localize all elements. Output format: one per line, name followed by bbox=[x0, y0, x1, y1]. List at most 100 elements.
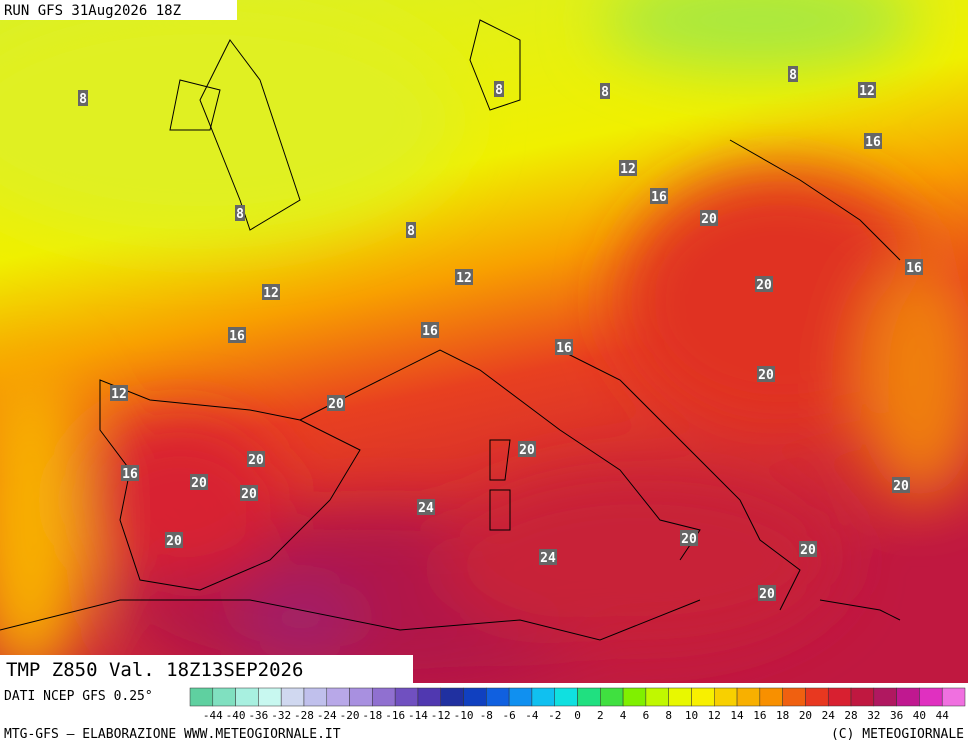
contour-label-box bbox=[262, 284, 280, 300]
scale-label: -6 bbox=[502, 709, 515, 722]
scale-label: 14 bbox=[730, 709, 744, 722]
color-swatch bbox=[349, 687, 373, 707]
contour-label-box bbox=[494, 81, 504, 97]
contour-label: 20 bbox=[701, 212, 717, 227]
coastlines bbox=[0, 19, 901, 641]
color-swatch bbox=[645, 687, 669, 707]
contour-label-box bbox=[555, 339, 573, 355]
scale-label: -32 bbox=[271, 709, 291, 722]
contour-label: 16 bbox=[865, 135, 881, 150]
scale-label: -14 bbox=[408, 709, 428, 722]
contour-label-box bbox=[240, 485, 258, 501]
contour-label: 16 bbox=[651, 190, 667, 205]
contour-label: 24 bbox=[418, 501, 434, 516]
contour-label-box bbox=[700, 210, 718, 226]
contour-label: 8 bbox=[236, 207, 244, 222]
contour-label-box bbox=[421, 322, 439, 338]
contour-label-box bbox=[680, 530, 698, 546]
field-box bbox=[0, 655, 413, 683]
scale-label: -16 bbox=[385, 709, 405, 722]
contour-label-box bbox=[247, 451, 265, 467]
scale-label: 6 bbox=[643, 709, 650, 722]
contour-label: 16 bbox=[229, 329, 245, 344]
color-swatch bbox=[554, 687, 578, 707]
scale-label: -10 bbox=[454, 709, 474, 722]
color-swatch bbox=[600, 687, 624, 707]
color-swatch bbox=[463, 687, 487, 707]
contour-label: 20 bbox=[893, 479, 909, 494]
color-swatch bbox=[372, 687, 396, 707]
scale-label: 8 bbox=[665, 709, 672, 722]
scale-label: 10 bbox=[685, 709, 698, 722]
contour-label: 8 bbox=[601, 85, 609, 100]
field-label: TMP Z850 Val. 18Z13SEP2026 bbox=[6, 659, 303, 681]
contour-label: 12 bbox=[456, 271, 472, 286]
color-swatch bbox=[919, 687, 943, 707]
contour-label: 16 bbox=[556, 341, 572, 356]
color-swatch bbox=[577, 687, 601, 707]
contour-label: 20 bbox=[241, 487, 257, 502]
color-swatch bbox=[280, 687, 305, 707]
scale-label: -18 bbox=[362, 709, 382, 722]
color-swatch bbox=[691, 687, 715, 707]
color-swatch bbox=[873, 687, 897, 707]
scale-label: 18 bbox=[776, 709, 789, 722]
contour-label-box bbox=[788, 66, 798, 82]
contour-label: 20 bbox=[800, 543, 816, 558]
color-swatch bbox=[303, 687, 328, 707]
scale-label: 20 bbox=[799, 709, 812, 722]
color-swatch bbox=[782, 687, 806, 707]
contour-label-box bbox=[799, 541, 817, 557]
contour-label-box bbox=[110, 385, 128, 401]
footer-left: MTG-GFS — ELABORAZIONE WWW.METEOGIORNALE… bbox=[4, 727, 341, 742]
scale-label: 0 bbox=[574, 709, 581, 722]
scale-label: -40 bbox=[226, 709, 246, 722]
contour-label: 12 bbox=[620, 162, 636, 177]
contour-label-box bbox=[864, 133, 882, 149]
scale-label: -12 bbox=[431, 709, 451, 722]
contour-label-box bbox=[858, 82, 876, 98]
scale-label: 40 bbox=[913, 709, 926, 722]
color-swatch bbox=[736, 687, 761, 707]
contour-label-box bbox=[190, 474, 208, 490]
color-swatch bbox=[714, 687, 738, 707]
contour-label: 8 bbox=[789, 68, 797, 83]
color-swatch bbox=[394, 687, 419, 707]
contour-label-box bbox=[417, 499, 435, 515]
color-swatch bbox=[668, 687, 692, 707]
scale-label: 44 bbox=[936, 709, 950, 722]
color-swatch bbox=[440, 687, 464, 707]
contour-label-box bbox=[892, 477, 910, 493]
color-bar: -44 -40 -36 -32 -28 -24 -20 -18 -16 -14 -12 -10 -8 -6… bbox=[189, 687, 966, 722]
color-swatch bbox=[417, 687, 441, 707]
scale-label: -44 bbox=[203, 709, 223, 722]
contour-label-box bbox=[619, 160, 637, 176]
color-swatch bbox=[896, 687, 920, 707]
scale-label: 32 bbox=[867, 709, 880, 722]
contour-label-box bbox=[121, 465, 139, 481]
contour-label: 20 bbox=[328, 397, 344, 412]
contour-label: 16 bbox=[122, 467, 138, 482]
footer-right: (C) METEOGIORNALE bbox=[831, 727, 964, 742]
scale-label: 12 bbox=[708, 709, 721, 722]
scale-label: -4 bbox=[525, 709, 539, 722]
color-swatch bbox=[258, 687, 282, 707]
color-swatch bbox=[850, 687, 875, 707]
contour-label: 20 bbox=[519, 443, 535, 458]
color-swatch bbox=[941, 687, 966, 707]
color-swatch bbox=[326, 687, 350, 707]
contour-label: 12 bbox=[859, 84, 875, 99]
contour-label: 20 bbox=[758, 368, 774, 383]
contour-label-box bbox=[327, 395, 345, 411]
color-swatch bbox=[827, 687, 852, 707]
contour-label: 8 bbox=[79, 92, 87, 107]
color-swatch bbox=[508, 687, 533, 707]
color-swatch bbox=[759, 687, 783, 707]
contour-label: 20 bbox=[759, 587, 775, 602]
contour-label-box bbox=[758, 585, 776, 601]
contour-label-box bbox=[755, 276, 773, 292]
scale-label: 36 bbox=[890, 709, 903, 722]
contour-label: 20 bbox=[756, 278, 772, 293]
contour-label-box bbox=[539, 549, 557, 565]
